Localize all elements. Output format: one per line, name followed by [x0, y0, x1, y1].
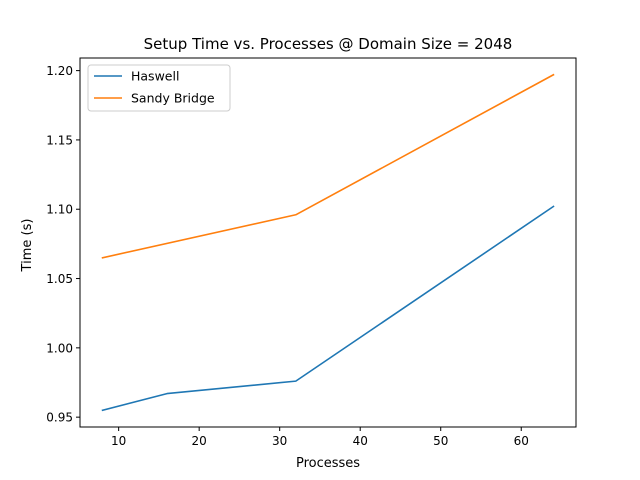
- x-tick-label: 20: [192, 434, 207, 448]
- series-group: [101, 73, 555, 412]
- y-tick-label: 1.00: [46, 341, 73, 355]
- chart-title: Setup Time vs. Processes @ Domain Size =…: [144, 35, 513, 53]
- x-tick-label: 10: [111, 434, 126, 448]
- y-tick-label: 0.95: [46, 411, 73, 425]
- y-axis-ticks: 0.95 1.00 1.05 1.10 1.15 1.20: [46, 64, 80, 425]
- x-tick-label: 50: [433, 434, 448, 448]
- axes-frame: [79, 57, 577, 428]
- legend-label: Haswell: [131, 69, 179, 84]
- legend-label: Sandy Bridge: [131, 91, 215, 106]
- legend-box: [87, 64, 231, 112]
- y-tick-label: 1.05: [46, 272, 73, 286]
- series-line-haswell: [101, 205, 555, 412]
- x-axis-ticks: 10 20 30 40 50 60: [111, 427, 529, 448]
- y-tick-label: 1.15: [46, 133, 73, 147]
- x-tick-label: 40: [353, 434, 368, 448]
- x-axis-label: Processes: [296, 456, 360, 471]
- y-tick-label: 1.10: [46, 203, 73, 217]
- legend: Haswell Sandy Bridge: [87, 64, 231, 112]
- series-line-sandy-bridge: [101, 73, 555, 259]
- x-tick-label: 60: [514, 434, 529, 448]
- y-axis-label: Time (s): [20, 219, 35, 273]
- y-tick-label: 1.20: [46, 64, 73, 78]
- x-tick-label: 30: [272, 434, 287, 448]
